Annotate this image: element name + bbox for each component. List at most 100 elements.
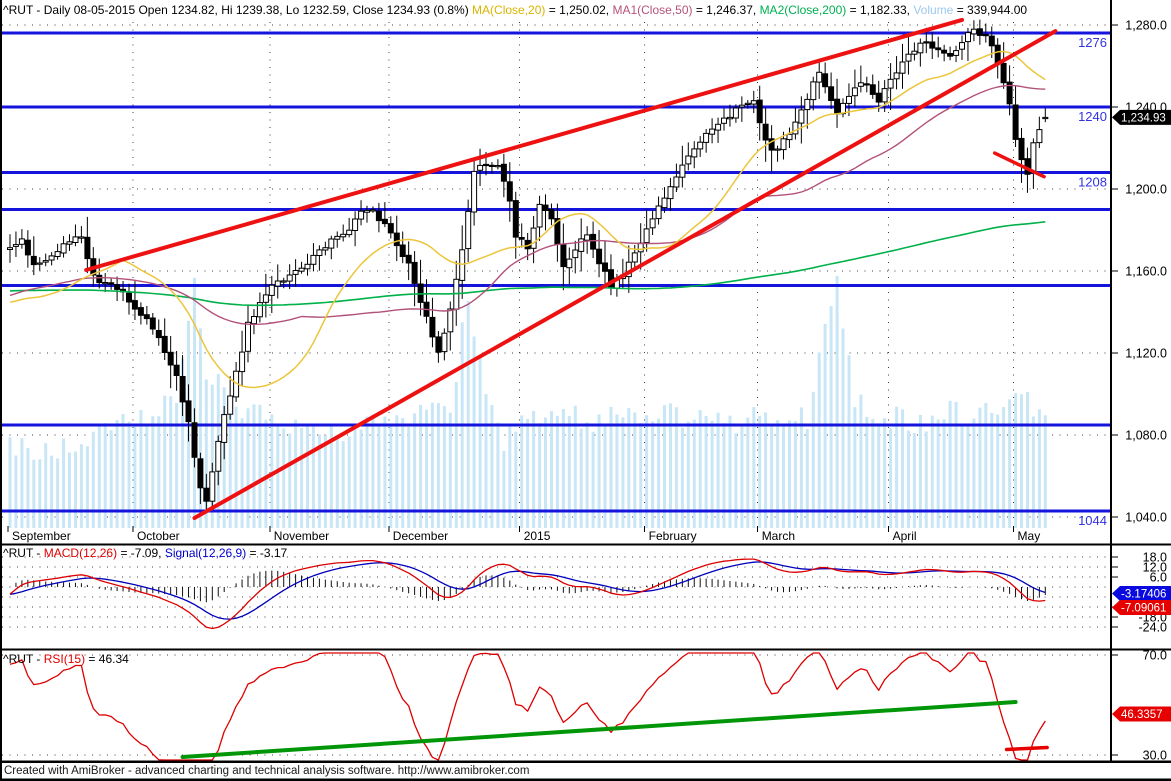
candle (566, 258, 573, 269)
level-label: 1044 (1078, 513, 1107, 528)
candle (126, 292, 132, 303)
trendline-rsi-may-support[interactable] (1004, 745, 1049, 752)
trendline-wedge-lower[interactable] (192, 29, 1058, 520)
level-label: 1240 (1078, 109, 1107, 124)
candle (137, 307, 144, 316)
candle (774, 148, 781, 151)
candle (506, 181, 513, 202)
candle (245, 321, 251, 352)
footer-credit: Created with AmiBroker - advanced charti… (4, 765, 529, 777)
candle (203, 487, 210, 502)
candle (518, 237, 525, 240)
candle (369, 209, 376, 212)
candle (965, 32, 971, 43)
candle (483, 163, 489, 167)
candle (911, 50, 918, 55)
last-price-tag (1112, 109, 1171, 125)
trendline-rsi-support[interactable] (180, 700, 1018, 759)
candle (947, 53, 954, 57)
price-axis-label: 1,120.0 (1125, 347, 1167, 361)
candle (976, 28, 983, 36)
candle (941, 49, 948, 54)
candle (655, 205, 662, 220)
month-label: March (762, 529, 795, 543)
candle (167, 351, 174, 366)
candle (364, 209, 370, 213)
candle (691, 148, 698, 158)
candle (1000, 62, 1007, 84)
price-axis-label: 1,280.0 (1125, 19, 1167, 33)
candle (298, 267, 305, 272)
trendline-wedge-upper[interactable] (84, 17, 964, 272)
candle (334, 235, 341, 240)
candle (959, 42, 965, 50)
candle (685, 155, 692, 165)
candle (161, 335, 168, 353)
candle (584, 234, 591, 241)
candle (596, 248, 603, 265)
candle (262, 294, 269, 303)
candle (286, 274, 293, 282)
candle (881, 88, 888, 103)
month-label: 2015 (524, 529, 551, 543)
candle (375, 210, 382, 222)
candle (1036, 129, 1043, 144)
rsi-pane-title: ^RUT - RSI(15) = 46.34 (3, 652, 129, 666)
month-label: November (274, 529, 329, 543)
candle (12, 244, 19, 247)
pane-separator (0, 778, 1171, 781)
candle (465, 210, 472, 250)
month-label: September (12, 529, 71, 543)
macd-pane[interactable] (2, 556, 1110, 630)
candle (500, 163, 507, 182)
macd-line (9, 558, 1046, 630)
candle (721, 117, 727, 124)
candle (18, 238, 25, 245)
trendline-may-resistance[interactable] (992, 151, 1046, 179)
candle (917, 42, 924, 54)
candle (530, 227, 537, 249)
candle (352, 218, 359, 231)
candle (578, 238, 585, 252)
month-label: December (393, 529, 448, 543)
candle (209, 471, 216, 502)
candle (744, 102, 751, 106)
level-label: 1208 (1078, 175, 1107, 190)
candle (732, 107, 739, 119)
rsi-axis-label: 70.0 (1143, 649, 1167, 663)
ma20-line (9, 50, 1046, 389)
macd-axis-label: 18.0 (1143, 550, 1167, 564)
candle (96, 274, 103, 284)
candle (792, 121, 799, 135)
main-price-pane[interactable]: 1276 1240 1208 1044 (0, 17, 1110, 528)
candle (399, 244, 406, 257)
candle (316, 249, 323, 256)
candle (649, 218, 656, 229)
candle (929, 41, 936, 49)
candle (381, 218, 388, 225)
candle (280, 280, 287, 283)
candle (256, 302, 263, 318)
rsi-value-tag (1112, 706, 1171, 722)
candle (322, 247, 329, 251)
candle (863, 83, 870, 86)
candle (72, 236, 79, 243)
price-axis-label: 1,040.0 (1125, 511, 1167, 525)
candle (673, 176, 680, 188)
candle (66, 241, 73, 245)
candles (7, 19, 1049, 510)
candle (358, 210, 365, 220)
month-label: May (1018, 529, 1041, 543)
candle (102, 282, 109, 285)
candle (590, 233, 597, 250)
month-label: February (649, 529, 697, 543)
candle (441, 332, 448, 353)
candle (560, 244, 567, 268)
candle (304, 263, 311, 270)
candle (893, 72, 900, 80)
candle (185, 400, 192, 423)
candle (54, 251, 61, 258)
rsi-pane[interactable] (2, 652, 1110, 761)
candle (762, 123, 769, 141)
candle (48, 255, 55, 261)
